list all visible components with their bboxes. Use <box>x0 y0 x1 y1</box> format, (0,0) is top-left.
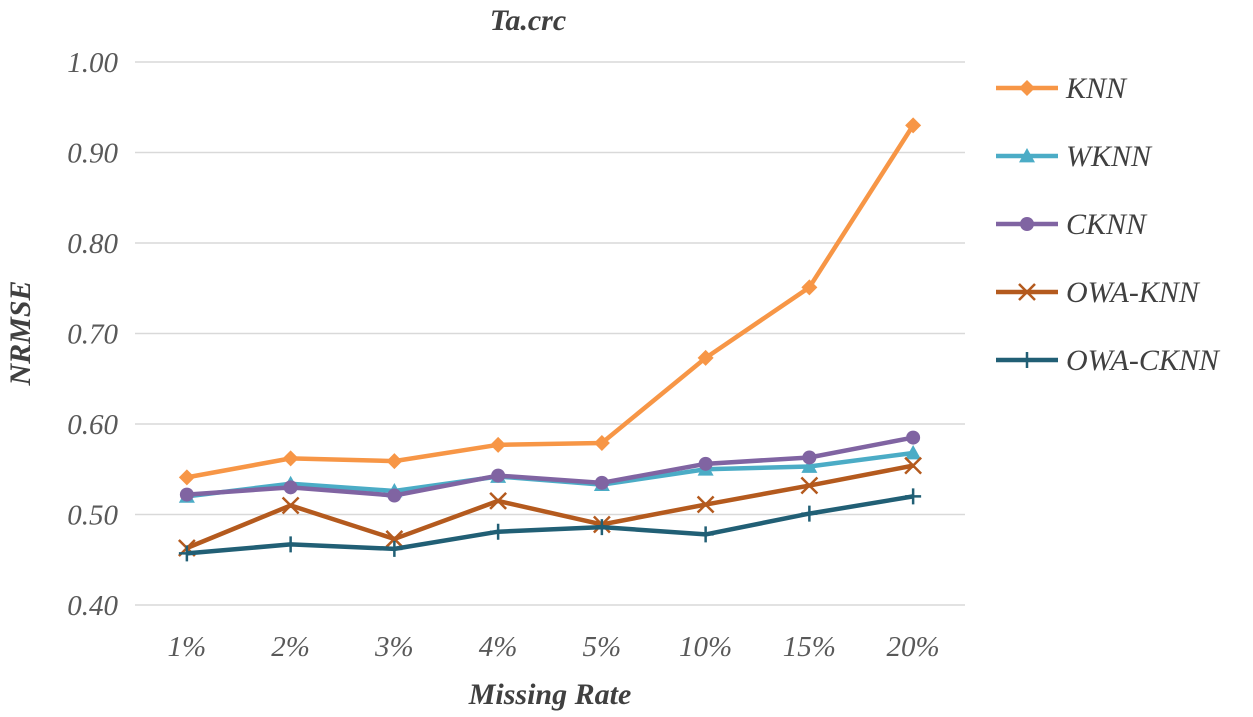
y-tick-label: 0.50 <box>67 500 118 532</box>
data-point <box>593 519 610 536</box>
x-tick-label: 2% <box>271 631 310 663</box>
data-point <box>281 496 300 515</box>
y-axis-ticks: 0.40 0.50 0.60 0.70 0.80 0.90 1.00 <box>67 47 118 622</box>
x-tick-label: 4% <box>479 631 518 663</box>
data-point <box>696 495 715 514</box>
series-group <box>177 117 923 562</box>
data-point <box>905 444 922 460</box>
data-point <box>179 487 194 502</box>
x-tick-label: 1% <box>168 631 207 663</box>
legend: KNN WKNN CKNN OWA-KNN OWA-CKNN <box>996 72 1221 377</box>
data-point <box>489 492 508 510</box>
data-point <box>905 488 922 505</box>
data-point <box>697 349 714 366</box>
data-point <box>491 468 506 483</box>
data-point <box>490 523 507 540</box>
data-point <box>904 456 923 475</box>
data-point <box>178 469 195 486</box>
legend-label: WKNN <box>1066 140 1153 173</box>
data-point <box>282 536 299 553</box>
legend-marker <box>1019 352 1035 368</box>
legend-label: KNN <box>1065 72 1128 105</box>
series-line <box>186 435 914 498</box>
data-point <box>385 530 404 548</box>
legend-label: OWA-CKNN <box>1066 344 1221 377</box>
legend-marker <box>1019 80 1035 96</box>
legend-item: CKNN <box>996 208 1148 241</box>
legend-item: WKNN <box>996 140 1153 173</box>
data-point <box>801 279 818 296</box>
legend-label: CKNN <box>1066 208 1148 241</box>
series-line <box>186 124 916 480</box>
series-line <box>186 494 914 556</box>
legend-item: OWA-CKNN <box>996 344 1221 377</box>
data-point <box>178 545 195 562</box>
x-axis-label: Missing Rate <box>468 678 632 711</box>
legend-item: KNN <box>996 72 1128 105</box>
data-point <box>490 436 507 453</box>
data-point <box>698 456 713 471</box>
legend-marker <box>1018 283 1036 301</box>
chart-title: Ta.crc <box>490 4 566 37</box>
data-point <box>801 458 818 473</box>
series-line <box>186 463 914 551</box>
y-tick-label: 0.60 <box>67 409 118 441</box>
series-cknn <box>179 430 921 503</box>
x-tick-label: 10% <box>679 631 732 663</box>
data-point <box>802 450 817 465</box>
legend-item: OWA-KNN <box>996 276 1201 309</box>
series-knn <box>178 117 922 486</box>
y-tick-label: 0.70 <box>67 319 118 351</box>
data-point <box>906 430 921 445</box>
y-tick-label: 0.80 <box>67 228 118 260</box>
y-tick-label: 0.90 <box>67 138 118 170</box>
x-tick-label: 20% <box>887 631 940 663</box>
x-tick-label: 3% <box>374 631 414 663</box>
data-point <box>697 526 714 543</box>
legend-label: OWA-KNN <box>1066 276 1201 309</box>
data-point <box>594 475 609 490</box>
x-axis-ticks: 1% 2% 3% 4% 5% 10% 15% 20% <box>168 631 940 663</box>
data-point <box>593 435 610 452</box>
x-tick-label: 5% <box>583 631 622 663</box>
series-owa-cknn <box>178 488 922 562</box>
legend-marker <box>1019 148 1035 163</box>
y-tick-label: 0.40 <box>67 590 118 622</box>
y-axis-label: NRMSE <box>4 280 37 386</box>
data-point <box>386 540 403 557</box>
gridlines <box>135 61 965 606</box>
data-point <box>800 476 819 495</box>
data-point <box>283 480 298 495</box>
legend-marker <box>1020 217 1034 231</box>
data-point <box>282 450 299 467</box>
x-tick-label: 15% <box>783 631 836 663</box>
data-point <box>905 117 922 134</box>
data-point <box>387 488 402 503</box>
data-point <box>386 453 403 470</box>
y-tick-label: 1.00 <box>67 47 118 79</box>
data-point <box>801 505 818 522</box>
